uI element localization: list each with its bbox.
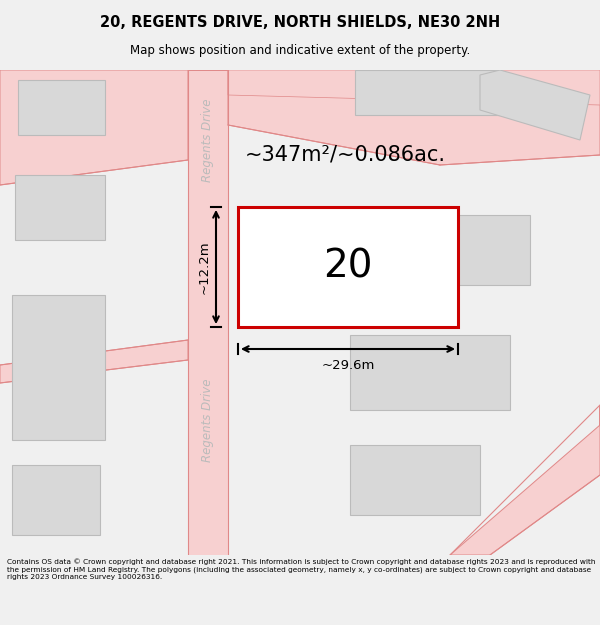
Polygon shape [0,340,188,383]
Text: Map shows position and indicative extent of the property.: Map shows position and indicative extent… [130,44,470,57]
Polygon shape [355,70,500,115]
Text: Regents Drive: Regents Drive [202,378,215,462]
Polygon shape [12,295,105,440]
Polygon shape [0,70,188,185]
Text: ~29.6m: ~29.6m [322,359,374,372]
Polygon shape [350,335,510,410]
Polygon shape [15,175,105,240]
Polygon shape [228,70,600,165]
Text: Regents Drive: Regents Drive [202,98,215,182]
Text: Contains OS data © Crown copyright and database right 2021. This information is : Contains OS data © Crown copyright and d… [7,559,596,579]
Polygon shape [350,215,530,285]
Polygon shape [12,465,100,535]
Text: ~347m²/~0.086ac.: ~347m²/~0.086ac. [245,145,445,165]
Text: 20: 20 [323,248,373,286]
Polygon shape [350,445,480,515]
Polygon shape [18,80,105,135]
Text: 20, REGENTS DRIVE, NORTH SHIELDS, NE30 2NH: 20, REGENTS DRIVE, NORTH SHIELDS, NE30 2… [100,15,500,30]
Text: ~12.2m: ~12.2m [198,240,211,294]
Polygon shape [480,70,590,140]
Bar [238,207,458,327]
Polygon shape [188,70,228,555]
Polygon shape [228,70,600,105]
Polygon shape [450,405,600,555]
